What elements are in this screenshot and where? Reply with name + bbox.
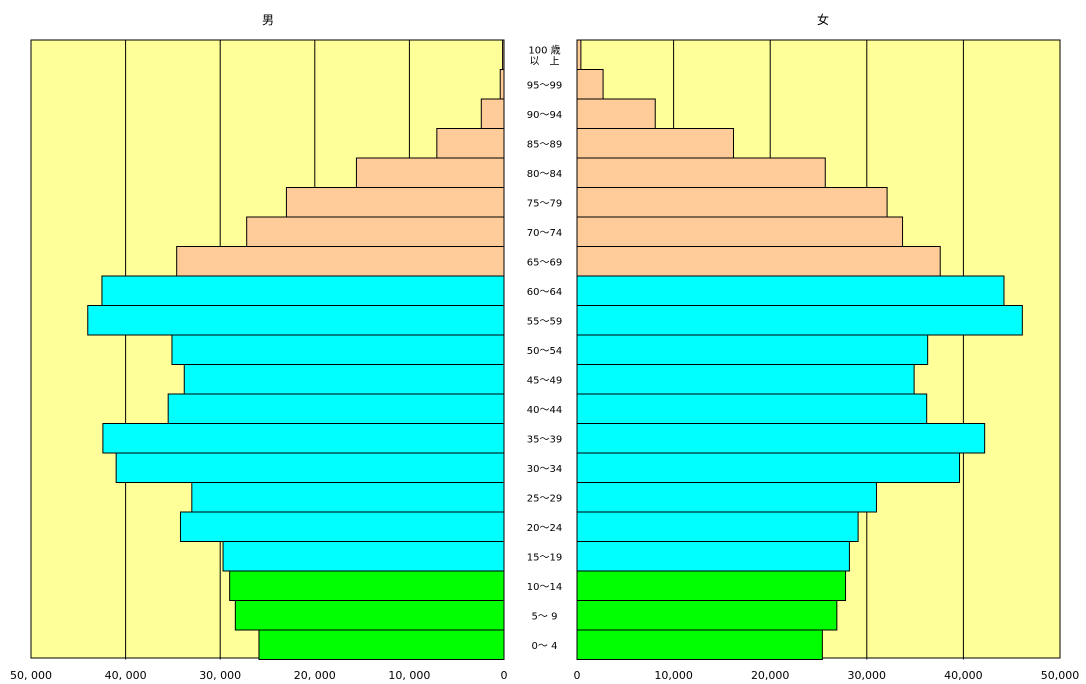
male-bar [101,275,505,306]
age-group-label: 10～14 [527,582,562,593]
male-title: 男 [262,13,274,27]
female-bar [576,39,582,70]
female-bar [576,364,915,395]
age-group-label: 55～59 [527,316,562,327]
male-axis-tick: 40, 000 [105,669,147,682]
female-axis-tick: 30,000 [848,669,887,682]
male-bar [229,570,505,601]
female-bar [576,511,859,542]
male-bar [234,600,505,631]
female-bar [576,334,929,365]
male-bar [480,98,505,129]
age-group-label: 75～79 [527,198,562,209]
age-group-label: 5～ 9 [532,611,558,622]
male-bar [115,452,505,483]
age-group-label: 20～24 [527,523,562,534]
female-axis-tick: 50,000 [1041,669,1080,682]
age-group-label: 100 歳 [528,44,560,56]
age-labels: 100 歳以 上 95～99 90～94 85～89 80～84 75～79 70～74 65… [527,44,562,652]
female-bar [576,157,826,188]
male-bar [222,541,505,572]
male-bar [171,334,505,365]
male-bar [87,305,505,336]
male-bar [179,511,505,542]
age-group-label: 15～19 [527,552,562,563]
age-group-label: 50～54 [527,346,562,357]
male-bar [167,393,505,424]
female-bar [576,187,888,218]
female-bar [576,570,847,601]
male-bar [246,216,505,247]
age-group-label: 90～94 [527,110,562,121]
female-bar [576,98,656,129]
female-axis-tick: 0 [574,669,581,682]
age-group-label: 以 上 [530,55,560,67]
female-bar [576,393,928,424]
male-axis-tick: 30, 000 [199,669,241,682]
female-title: 女 [817,12,829,27]
age-group-label: 0～ 4 [532,641,558,652]
male-bar [436,128,505,159]
axis-tick-labels: 50, 000 40, 000 30, 000 20, 000 10, 000 0 0 10,… [10,669,1079,682]
male-axis-tick: 0 [501,669,508,682]
male-bar [176,246,505,277]
male-axis-tick: 50, 000 [10,669,52,682]
female-bar [576,275,1005,306]
age-group-label: 40～44 [527,405,562,416]
male-bar [102,423,505,454]
female-bar [576,69,604,100]
age-group-label: 35～39 [527,434,562,445]
female-bar [576,452,961,483]
female-bar [576,541,850,572]
age-group-label: 70～74 [527,228,562,239]
age-group-label: 65～69 [527,257,562,268]
female-bar [576,128,734,159]
male-bar [502,39,505,70]
female-bar [576,423,986,454]
female-axis-tick: 40,000 [944,669,983,682]
male-bar [258,629,505,660]
male-bar [183,364,505,395]
male-bar [499,69,505,100]
male-bar [285,187,505,218]
male-axis-tick: 10, 000 [388,669,430,682]
female-bar [576,629,823,660]
female-bar [576,482,877,513]
female-axis-tick: 20,000 [751,669,790,682]
age-group-label: 45～49 [527,375,562,386]
male-axis-tick: 20, 000 [294,669,336,682]
age-group-label: 95～99 [527,80,562,91]
age-group-label: 80～84 [527,169,562,180]
age-group-label: 25～29 [527,493,562,504]
female-axis-tick: 10,000 [654,669,693,682]
age-group-label: 60～64 [527,287,562,298]
female-bar [576,600,838,631]
bars [87,39,1023,660]
female-bar [576,305,1023,336]
female-bar [576,216,904,247]
male-bar [191,482,505,513]
age-group-label: 85～89 [527,139,562,150]
female-bar [576,246,941,277]
male-bar [355,157,505,188]
age-group-label: 30～34 [527,464,562,475]
